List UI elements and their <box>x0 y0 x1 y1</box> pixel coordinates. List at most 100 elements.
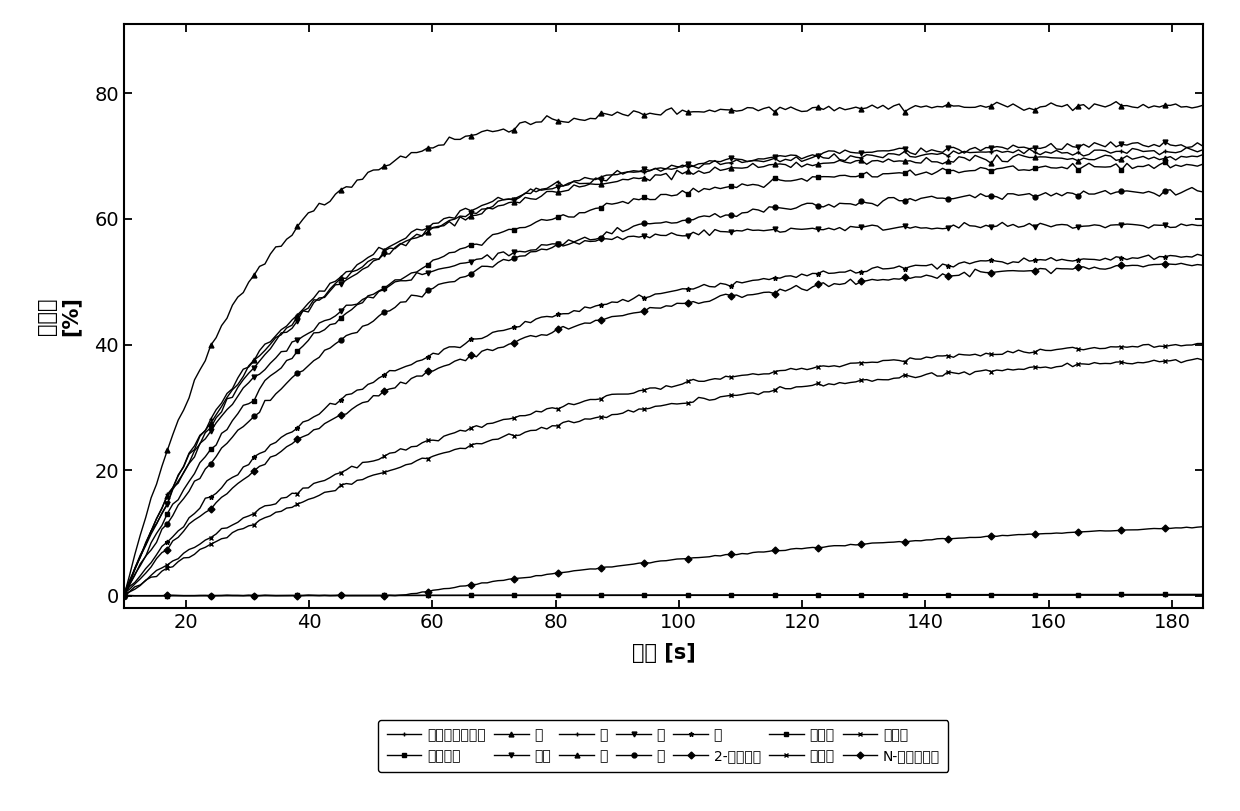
樟脑酶 <box>181 552 196 562</box>
N-乙烯基咊呀 <box>1104 526 1118 536</box>
樟脑酶 <box>404 459 419 469</box>
萸 <box>1104 100 1118 109</box>
菲 <box>117 589 131 599</box>
菲 <box>1179 143 1194 152</box>
无光照无光敏剂 <box>122 591 136 601</box>
N-乙烯基咊呀 <box>160 590 175 600</box>
咔唷嘎 <box>1195 159 1210 169</box>
莘 <box>317 291 332 301</box>
花 <box>404 360 419 370</box>
萸 <box>317 200 332 210</box>
联苯 <box>1195 221 1210 230</box>
萸 <box>117 591 131 601</box>
X-axis label: 时间 [s]: 时间 [s] <box>631 643 696 663</box>
无光照无光敏剂 <box>1147 590 1162 600</box>
联苯 <box>160 500 175 509</box>
董 <box>1141 142 1156 152</box>
菲 <box>160 490 175 500</box>
Y-axis label: 转化率
[%]: 转化率 [%] <box>37 296 81 337</box>
菲 <box>404 227 419 237</box>
萸 <box>1195 101 1210 110</box>
无光照无光敏剂 <box>1190 590 1205 600</box>
萸 <box>160 445 175 455</box>
联苯 <box>1147 220 1162 230</box>
联苯 <box>404 275 419 285</box>
花 <box>160 519 175 529</box>
联苯 <box>117 590 131 599</box>
无光敏剂 <box>317 590 332 600</box>
咔唷嘎 <box>181 477 196 487</box>
Line: 咔唷嘎: 咔唷嘎 <box>122 160 1205 599</box>
菲 <box>1104 148 1118 158</box>
董 <box>117 590 131 600</box>
无光敏剂 <box>1141 590 1156 599</box>
无光敏剂 <box>117 591 131 601</box>
甲萸酶 <box>181 545 196 555</box>
萸 <box>404 148 419 157</box>
无光敏剂 <box>404 590 419 600</box>
花 <box>317 404 332 414</box>
2-氯咔唷嘎 <box>1174 259 1189 268</box>
无光照无光敏剂 <box>1195 590 1210 600</box>
花 <box>404 290 419 300</box>
Line: 无光敏剂: 无光敏剂 <box>122 592 1205 599</box>
花 <box>1195 187 1210 197</box>
樟脑酶 <box>1195 355 1210 365</box>
萸 <box>1109 97 1123 106</box>
樟脑酶 <box>117 591 131 601</box>
菲 <box>1195 145 1210 155</box>
甲萸酶 <box>1195 339 1210 349</box>
Line: 联苯: 联苯 <box>122 220 1205 597</box>
N-乙烯基咊呀 <box>1195 521 1210 531</box>
莘 <box>1195 150 1210 160</box>
N-乙烯基咊呀 <box>1141 524 1156 534</box>
花 <box>117 591 131 601</box>
Line: 董: 董 <box>122 139 1205 598</box>
无光照无光敏剂 <box>165 590 180 600</box>
Line: 甲萸酶: 甲萸酶 <box>122 341 1205 596</box>
Line: 花: 花 <box>122 185 1205 599</box>
花 <box>117 591 131 601</box>
莘 <box>160 491 175 501</box>
花 <box>181 487 196 496</box>
Line: 2-氯咔唷嘎: 2-氯咔唷嘎 <box>122 261 1205 595</box>
N-乙烯基咊呀 <box>317 590 332 600</box>
樟脑酶 <box>317 487 332 497</box>
Line: 无光照无光敏剂: 无光照无光敏剂 <box>122 593 1205 599</box>
无光敏剂 <box>1104 590 1118 599</box>
董 <box>317 293 332 303</box>
甲萸酶 <box>117 589 131 599</box>
萸 <box>1147 101 1162 111</box>
N-乙烯基咊呀 <box>404 589 419 599</box>
无光照无光敏剂 <box>322 590 337 600</box>
N-乙烯基咊呀 <box>181 591 196 601</box>
甲萸酶 <box>1141 340 1156 350</box>
萸 <box>181 393 196 403</box>
甲萸酶 <box>404 442 419 452</box>
Line: 菲: 菲 <box>122 145 1205 596</box>
2-氯咔唷嘎 <box>1104 263 1118 272</box>
咔唷嘎 <box>117 591 131 601</box>
2-氯咔唷嘎 <box>1141 260 1156 270</box>
花 <box>181 513 196 522</box>
Legend: 无光照无光敏剂, 无光敏剂, 萸, 联苯, 菲, 莘, 董, 花, 花, 2-氯咔唷嘎, 咔唷嘎, 甲萸酶, 樟脑酶, N-乙烯基咊呀: 无光照无光敏剂, 无光敏剂, 萸, 联苯, 菲, 莘, 董, 花, 花, 2-氯… <box>378 720 949 772</box>
花 <box>160 537 175 547</box>
联苯 <box>994 217 1009 227</box>
莘 <box>117 588 131 598</box>
花 <box>1141 187 1156 196</box>
甲萸酶 <box>317 475 332 485</box>
樟脑酶 <box>1141 357 1156 367</box>
咔唷嘎 <box>317 325 332 335</box>
Line: 樟脑酶: 樟脑酶 <box>122 356 1205 599</box>
无光照无光敏剂 <box>187 590 202 600</box>
甲萸酶 <box>160 560 175 570</box>
花 <box>1141 251 1156 260</box>
花 <box>1184 182 1199 192</box>
莘 <box>1109 156 1123 165</box>
莘 <box>404 234 419 244</box>
菲 <box>1141 146 1156 156</box>
花 <box>1195 251 1210 260</box>
2-氯咔唷嘎 <box>1195 260 1210 270</box>
董 <box>1104 137 1118 147</box>
Line: N-乙烯基咊呀: N-乙烯基咊呀 <box>122 524 1205 599</box>
